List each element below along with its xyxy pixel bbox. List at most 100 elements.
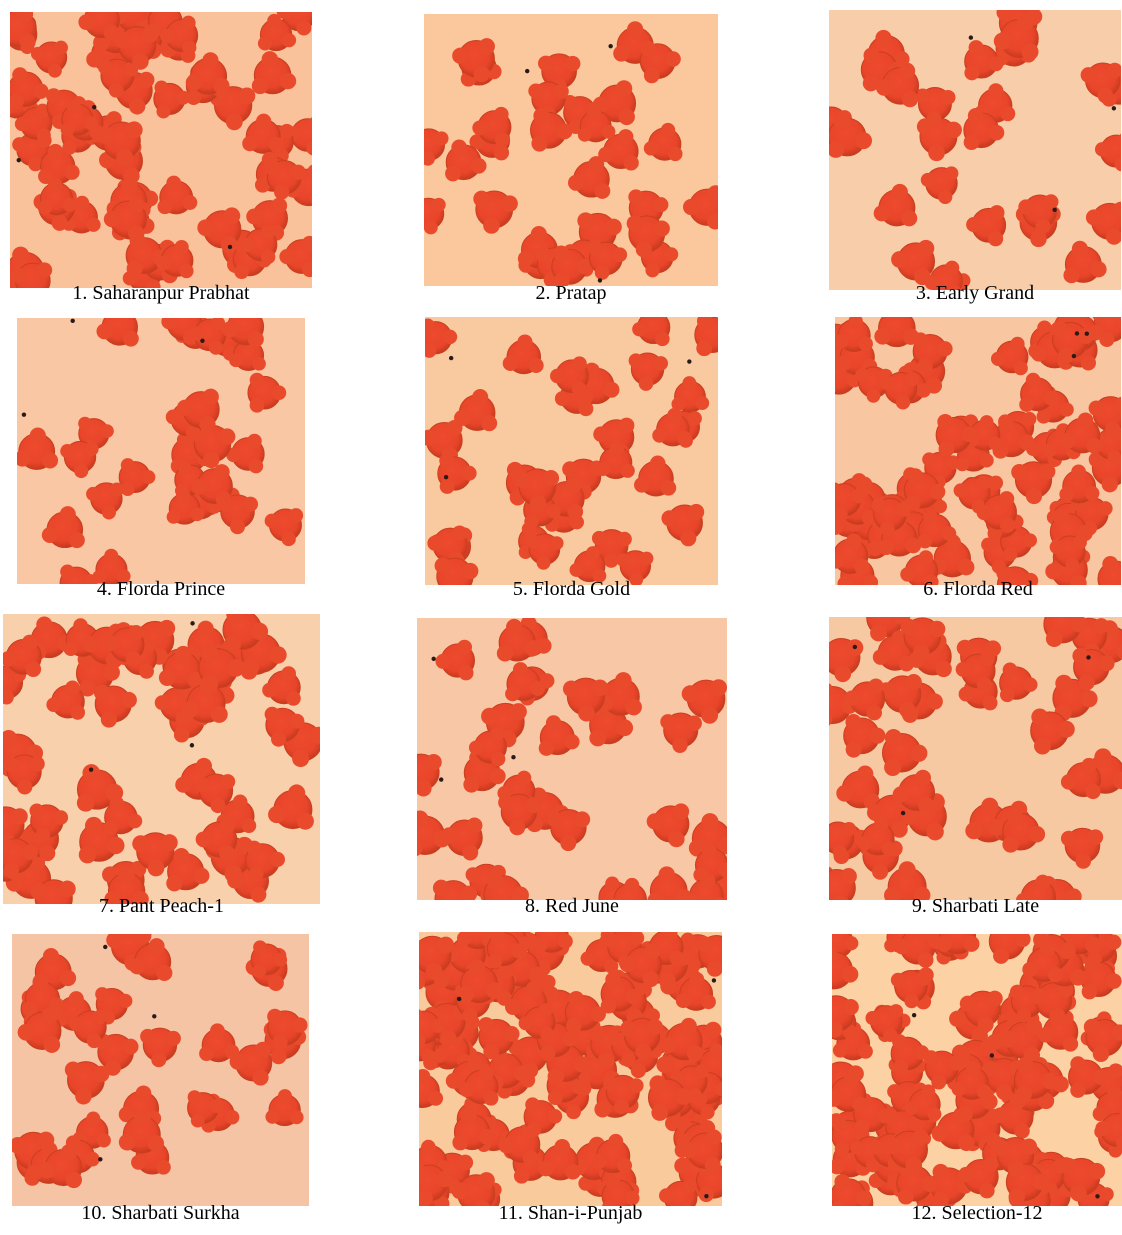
pollen-grain — [955, 651, 996, 693]
pollen-grain — [78, 416, 114, 454]
pollen-grain — [1022, 942, 1064, 983]
pollen-grain — [222, 614, 269, 653]
pollen-grain — [551, 245, 593, 286]
debris-speck — [687, 359, 692, 364]
pollen-grain — [829, 868, 857, 900]
pollen-grain — [923, 1050, 964, 1090]
pollen-grain — [1088, 396, 1121, 437]
pollen-grain — [671, 376, 710, 413]
pollen-grain — [951, 1061, 992, 1100]
pollen-grain — [999, 662, 1038, 703]
pollen-grain — [129, 938, 173, 982]
pollen-grain — [160, 15, 199, 55]
debris-speck — [200, 338, 205, 343]
pollen-grain — [498, 793, 542, 836]
pollen-grain — [892, 769, 936, 814]
pollen-grain — [993, 13, 1039, 61]
panel-caption: 10. Sharbati Surkha — [81, 1202, 240, 1224]
panel-caption: 2. Pratap — [535, 282, 607, 304]
pollen-grain — [832, 1071, 868, 1113]
debris-speck — [711, 978, 717, 983]
pollen-grain — [890, 969, 931, 1009]
pollen-grain — [478, 1017, 520, 1060]
debris-speck — [190, 621, 195, 626]
pollen-grain — [963, 107, 1005, 151]
pollen-grain — [829, 112, 873, 158]
debris-speck — [968, 35, 974, 40]
pollen-grain — [598, 129, 639, 171]
pollen-grain — [1011, 461, 1056, 505]
pollen-grain — [916, 117, 962, 162]
pollen-grain — [1018, 194, 1059, 234]
pollen-grain — [632, 317, 671, 347]
pollen-grain — [688, 813, 727, 858]
panel-caption: 5. Florda Gold — [512, 578, 631, 600]
pollen-grain — [964, 40, 1004, 81]
pollen-grain — [903, 468, 946, 512]
pollen-grain — [1095, 1111, 1122, 1151]
pollen-grain — [681, 679, 727, 724]
pollen-grain — [226, 433, 265, 474]
pollen-grain — [530, 107, 573, 152]
pollen-grain — [865, 1004, 904, 1042]
pollen-grain — [103, 796, 143, 836]
pollen-grain — [958, 1156, 999, 1199]
pollen-grain — [3, 836, 39, 879]
pollen-grain — [639, 41, 681, 84]
pollen-grain — [999, 1018, 1044, 1064]
debris-speck — [852, 644, 858, 650]
pollen-grain — [257, 13, 297, 52]
pollen-micrograph-11 — [419, 932, 722, 1206]
debris-speck — [448, 355, 454, 361]
pollen-grain — [1060, 757, 1102, 800]
pollen-grain — [835, 317, 873, 353]
pollen-grain — [97, 121, 143, 166]
pollen-grain — [568, 156, 611, 199]
pollen-grain — [419, 935, 455, 980]
pollen-grain — [694, 317, 718, 357]
pollen-grain — [267, 1008, 308, 1051]
pollen-grain — [472, 106, 512, 148]
pollen-grain — [619, 943, 662, 988]
debris-speck — [431, 656, 436, 662]
pollen-grain — [912, 332, 953, 374]
panel-caption: 3. Early Grand — [915, 282, 1035, 304]
pollen-grain — [874, 317, 920, 348]
debris-speck — [704, 1193, 709, 1199]
pollen-micrograph-5 — [425, 317, 718, 585]
pollen-grain — [538, 715, 580, 756]
pollen-grain — [693, 843, 727, 883]
pollen-grain — [264, 508, 304, 547]
pollen-grain — [156, 239, 194, 279]
pollen-grain — [1083, 1018, 1122, 1062]
pollen-grain — [844, 678, 886, 721]
pollen-grain — [924, 260, 963, 290]
pollen-grain — [1005, 1160, 1050, 1205]
pollen-grain — [262, 666, 301, 706]
pollen-grain — [118, 1109, 165, 1154]
pollen-grain — [39, 1144, 83, 1189]
pollen-grain — [419, 1163, 453, 1206]
debris-speck — [1111, 106, 1117, 111]
debris-speck — [92, 105, 97, 110]
debris-speck — [227, 244, 233, 250]
pollen-grain — [502, 334, 544, 375]
debris-speck — [1095, 1194, 1100, 1199]
pollen-micrograph-4 — [17, 318, 305, 584]
pollen-grain — [187, 1090, 224, 1128]
pollen-grain — [69, 1009, 108, 1049]
pollen-grain — [661, 503, 705, 547]
debris-speck — [1074, 331, 1080, 336]
pollen-grain — [198, 644, 245, 693]
pollen-grain — [483, 871, 529, 900]
pollen-grain — [1052, 674, 1098, 722]
pollen-grain — [221, 318, 265, 348]
pollen-grain — [900, 617, 946, 661]
pollen-grain — [935, 413, 978, 457]
pollen-grain — [17, 427, 59, 470]
pollen-grain — [245, 840, 285, 882]
pollen-grain — [875, 62, 920, 108]
panel-caption: 12. Selection-12 — [911, 1202, 1043, 1224]
pollen-grain — [917, 509, 957, 549]
pollen-grain — [836, 765, 880, 810]
